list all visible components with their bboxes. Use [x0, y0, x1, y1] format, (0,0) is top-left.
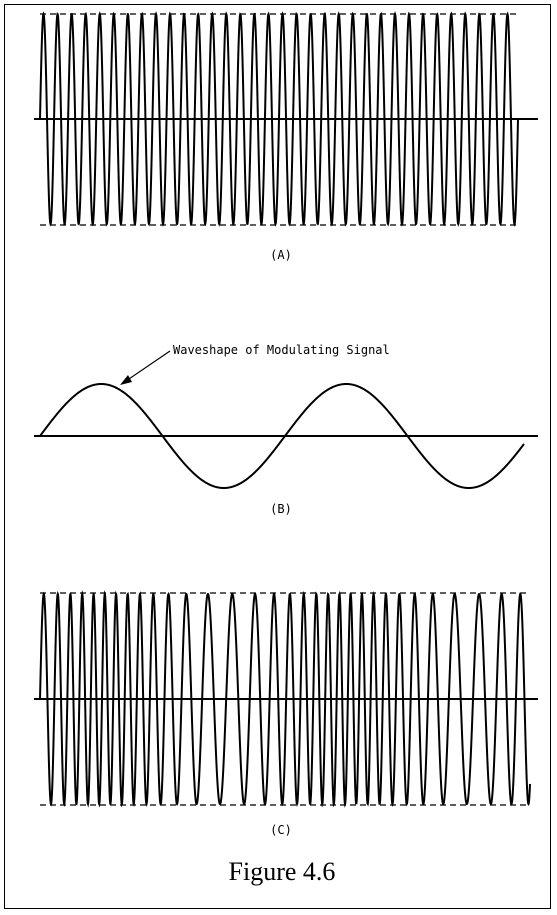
modulating-signal-annotation: Waveshape of Modulating Signal: [173, 343, 390, 357]
panel-c-label: (C): [270, 823, 292, 837]
figure-border: [4, 4, 551, 909]
fm-modulated-wave: [39, 590, 531, 808]
annotation-arrowhead: [120, 375, 132, 385]
annotation-leader-line: [125, 350, 171, 382]
panel-b-label: (B): [270, 502, 292, 516]
panel-c: (C): [34, 590, 538, 837]
panel-a: (A): [34, 11, 538, 262]
figure-caption: Figure 4.6: [229, 857, 336, 886]
carrier-wave: [39, 11, 519, 227]
panel-a-label: (A): [270, 248, 292, 262]
modulating-signal-wave: [39, 383, 525, 489]
panel-b: Waveshape of Modulating Signal (B): [34, 343, 538, 516]
